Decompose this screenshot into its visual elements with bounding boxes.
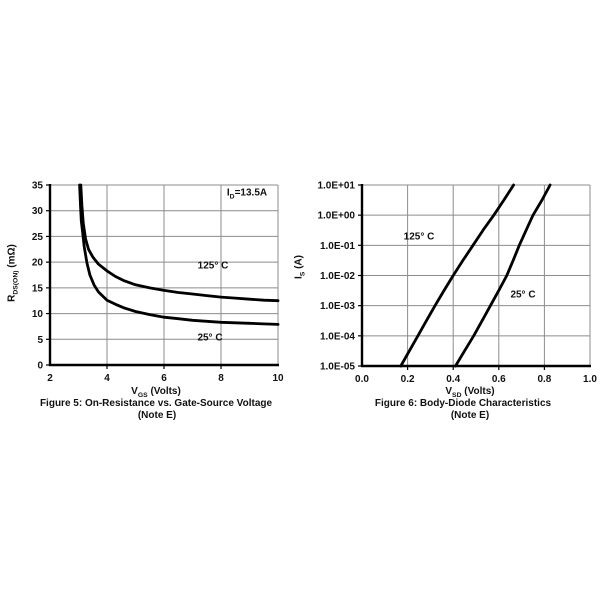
x-tick-label: 10 (272, 373, 284, 384)
x-tick-label: 8 (218, 373, 224, 384)
y-tick-label: 15 (32, 283, 44, 294)
y-tick-label: 1.0E-02 (320, 271, 355, 282)
fig6-series-label-25c: 25° C (510, 289, 536, 301)
x-tick-label: 0.2 (401, 374, 415, 385)
fig5-series-label-25c: 25° C (197, 332, 223, 344)
x-tick-label: 2 (47, 373, 53, 384)
y-tick-label: 1.0E-05 (320, 362, 355, 373)
y-tick-label: 10 (32, 309, 44, 320)
y-tick-label: 30 (32, 206, 44, 217)
x-tick-label: 4 (104, 373, 110, 384)
fig6-x-axis-label: VSD (Volts) (445, 386, 495, 399)
fig6-series-label-125c: 125° C (403, 231, 435, 243)
x-tick-label: 0.6 (492, 374, 506, 385)
fig5-note: (Note E) (137, 410, 177, 421)
y-tick-label: 35 (32, 181, 44, 192)
fig5-annotation: ID=13.5A (226, 187, 268, 201)
x-tick-label: 0.4 (446, 374, 460, 385)
fig5-y-axis-label: RDS(ON) (mΩ) (6, 244, 20, 302)
y-tick-label: 1.0E+00 (317, 211, 355, 222)
x-tick-label: 6 (161, 373, 167, 384)
fig5-x-axis-label: VGS (Volts) (131, 386, 181, 399)
y-tick-label: 1.0E-03 (320, 301, 355, 312)
fig6-note: (Note E) (450, 410, 490, 421)
fig6-y-axis-label: IS (A) (293, 255, 307, 279)
y-tick-label: 1.0E+01 (317, 181, 355, 192)
y-tick-label: 20 (32, 258, 44, 269)
x-tick-label: 1.0 (583, 374, 597, 385)
fig6-title: Figure 6: Body-Diode Characteristics (374, 398, 552, 409)
y-tick-label: 1.0E-01 (320, 241, 355, 252)
y-tick-label: 1.0E-04 (320, 331, 355, 342)
fig5-series-label-125c: 125° C (197, 260, 229, 272)
fig5-title: Figure 5: On-Resistance vs. Gate-Source … (39, 398, 273, 409)
curve-25c (454, 183, 552, 368)
x-tick-label: 0.8 (537, 374, 551, 385)
y-tick-label: 25 (32, 232, 44, 243)
x-tick-label: 0.0 (355, 374, 369, 385)
y-tick-label: 5 (37, 335, 43, 346)
y-tick-label: 0 (37, 361, 43, 372)
curve-125c (399, 183, 515, 368)
curve-25c (78, 183, 280, 326)
curve-125c (79, 183, 280, 303)
